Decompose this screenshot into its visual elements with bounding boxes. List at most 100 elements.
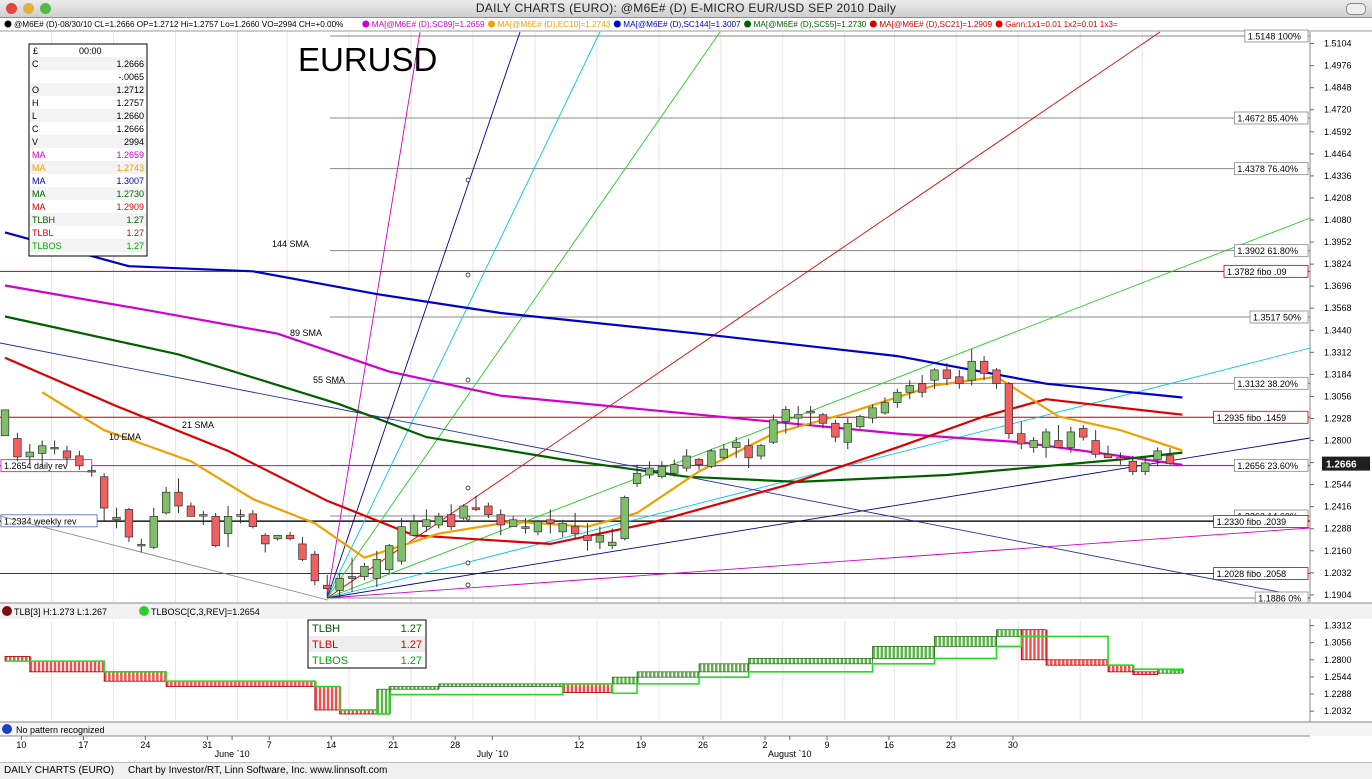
tlb-brick-stripe xyxy=(218,681,221,687)
candle-body-40 xyxy=(496,514,505,526)
tlb-brick-stripe xyxy=(458,683,462,687)
quote-row-label-3: H xyxy=(32,98,39,108)
zoom-window-button[interactable] xyxy=(40,3,51,14)
tlb-row-value-1: 1.27 xyxy=(401,639,422,651)
tlb-brick-stripe xyxy=(393,686,396,690)
tlb-brick-stripe xyxy=(697,671,700,678)
tlb-brick-stripe xyxy=(246,681,249,687)
tlb-brick-stripe xyxy=(970,636,973,647)
candle-body-26 xyxy=(323,584,332,590)
toolbar-toggle-button[interactable] xyxy=(1346,3,1366,15)
minimize-window-button[interactable] xyxy=(23,3,34,14)
tlb-brick-outline xyxy=(388,686,440,690)
chart-area[interactable]: @M6E# (D)-08/30/10 CL=1.2666 OP=1.2712 H… xyxy=(0,18,1372,762)
tlb-brick-stripe xyxy=(1029,629,1032,660)
chart-header-legend: @M6E# (D)-08/30/10 CL=1.2666 OP=1.2712 H… xyxy=(0,20,1372,32)
candle-body-87 xyxy=(1079,428,1088,438)
tlb-brick-stripe xyxy=(526,683,530,687)
tlb-brick-stripe xyxy=(1140,671,1144,675)
candle-body-86 xyxy=(1066,431,1076,448)
quote-row-label-13: TLBL xyxy=(32,228,54,238)
gann-marker-3 xyxy=(465,485,471,491)
price-tick-label-8: 1.4080 xyxy=(1324,215,1352,225)
quote-row-label-9: MA xyxy=(32,176,46,186)
tlb-brick-outline xyxy=(934,635,997,647)
tlb-brick-stripe xyxy=(796,658,800,664)
tlb-brick-stripe xyxy=(1050,659,1053,666)
candle-body-43 xyxy=(533,521,543,533)
trend-lines xyxy=(0,342,1311,601)
candle-body-93 xyxy=(1153,450,1162,460)
gann-ray-4 xyxy=(326,31,1161,599)
date-label-0: 10 xyxy=(16,740,26,750)
tlb-brick-stripe xyxy=(1033,629,1036,660)
fib-label-box-11 xyxy=(1213,567,1309,580)
quote-row-value-0: 1.2666 xyxy=(116,59,144,69)
tlb-brick-stripe xyxy=(514,683,518,687)
quote-row-value-11: 1.2909 xyxy=(116,202,144,212)
candle-body-4 xyxy=(50,447,59,450)
tlb-brick-stripe xyxy=(230,681,233,687)
tlb-brick-stripe xyxy=(657,671,660,678)
price-tick-label-21: 1.2416 xyxy=(1324,502,1352,512)
fib-label-box-4 xyxy=(1223,264,1309,278)
indicator-axis[interactable]: 1.3312 1.3056 1.2800 1.2544 1.2288 1.2032 xyxy=(1309,619,1352,722)
ind-tick-label-1: 1.3056 xyxy=(1324,638,1352,648)
quote-row-label-11: MA xyxy=(32,202,46,212)
tlb-brick-stripe xyxy=(661,671,664,678)
quote-row-value-10: 1.2730 xyxy=(116,189,144,199)
tlb-brick-stripe xyxy=(429,686,432,690)
candle-body-70 xyxy=(868,407,877,419)
tlb-indicator-icon[interactable] xyxy=(2,606,12,616)
candle-body-10 xyxy=(124,509,134,538)
tlb-brick-stripe xyxy=(506,683,510,687)
price-tick-label-9: 1.3952 xyxy=(1324,237,1352,247)
tlb-brick-outline xyxy=(748,658,873,665)
tlb-brick-stripe xyxy=(594,683,598,693)
tlb-brick-stripe xyxy=(1116,665,1119,672)
ind-tick-label-4: 1.2288 xyxy=(1324,689,1352,699)
tlb-brick-stripe xyxy=(1086,659,1089,666)
date-label-15: 9 xyxy=(824,740,829,750)
price-tick-label-22: 1.2288 xyxy=(1324,524,1352,534)
tlb-brick-stripe xyxy=(978,636,981,647)
tlb-brick-stripe xyxy=(816,658,820,664)
tlb-brick-stripe xyxy=(1000,629,1003,637)
tlb-brick-stripe xyxy=(250,681,253,687)
tlb-brick-stripe xyxy=(116,671,119,682)
quote-row-label-12: TLBH xyxy=(32,215,55,225)
tlb-brick-15 xyxy=(934,635,997,647)
pattern-status-icon[interactable] xyxy=(2,724,12,734)
tlb-brick-stripe xyxy=(25,656,28,662)
tlb-brick-stripe xyxy=(490,683,494,687)
tlb-brick-stripe xyxy=(186,681,189,687)
reversal-label-0: 1.2654 daily rev xyxy=(4,461,68,471)
tlbosc-indicator-icon[interactable] xyxy=(139,606,149,616)
tlb-brick-stripe xyxy=(310,681,313,687)
price-tick-label-20: 1.2544 xyxy=(1324,480,1352,490)
price-axis[interactable]: 1.5104 1.4976 1.4848 1.4720 1.4592 1.4464 1.43… xyxy=(1309,32,1370,602)
tlb-brick-stripe xyxy=(574,683,578,693)
tlb-brick-stripe xyxy=(685,671,688,678)
tlb-brick-stripe xyxy=(681,671,684,678)
tlb-brick-stripe xyxy=(254,681,257,687)
candle-body-1 xyxy=(13,438,22,458)
candle-body-0 xyxy=(0,409,10,437)
tlb-brick-stripe xyxy=(140,671,143,682)
quote-row-label-5: C xyxy=(32,124,39,134)
candle-body-60 xyxy=(744,445,753,459)
quote-row-value-2: 1.2712 xyxy=(116,85,144,95)
quote-row-bg-8 xyxy=(30,161,146,174)
tlb-brick-stripe xyxy=(848,658,852,664)
tlb-brick-stripe xyxy=(677,671,680,678)
tlb-brick-stripe xyxy=(632,677,635,684)
tlb-brick-stripe xyxy=(994,636,997,647)
price-tick-label-15: 1.3184 xyxy=(1324,369,1352,379)
pattern-status-text: No pattern recognized xyxy=(16,725,105,735)
close-window-button[interactable] xyxy=(6,3,17,14)
tlb-brick-stripe xyxy=(637,671,640,678)
fib-label-3: 1.3902 61.80% xyxy=(1237,246,1298,256)
tlb-brick-stripe xyxy=(413,686,416,690)
tlb-brick-stripe xyxy=(482,683,486,687)
